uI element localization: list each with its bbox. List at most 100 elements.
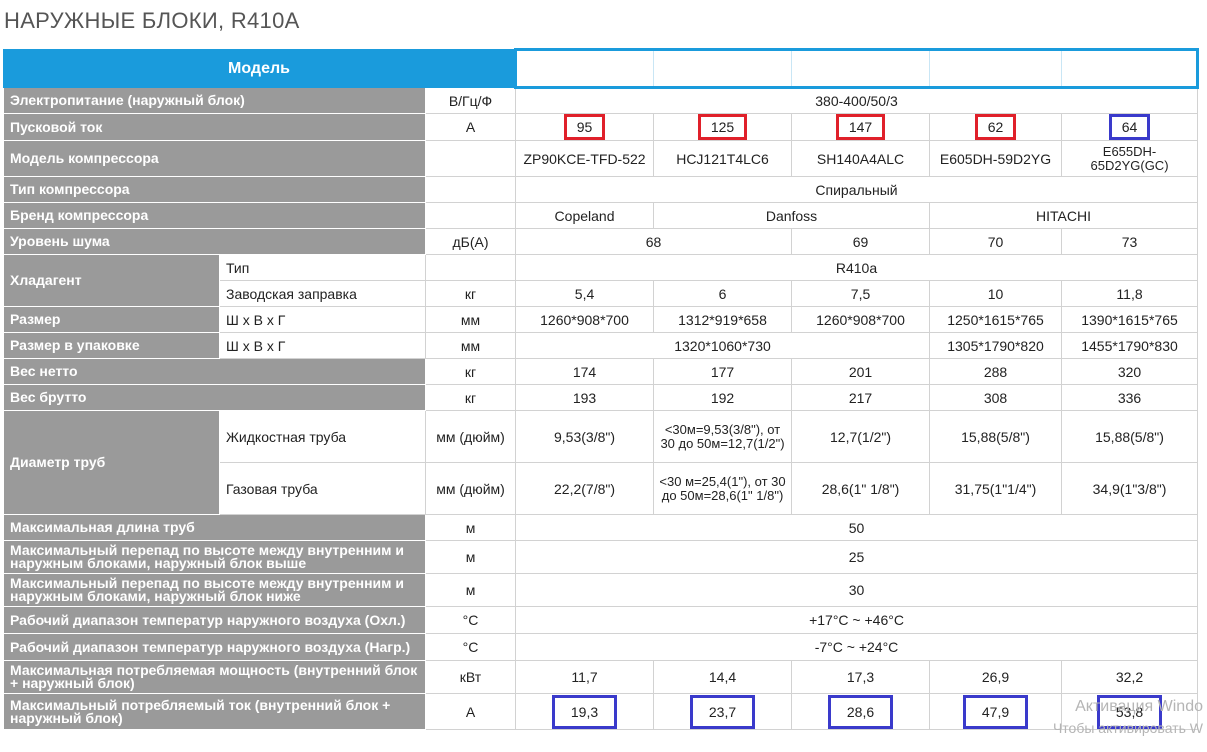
unit-cell — [424, 176, 517, 203]
row-label: Максимальный перепад по высоте между вну… — [3, 540, 426, 574]
highlight-box: 19,3 — [551, 694, 618, 729]
unit-cell: мм — [424, 306, 517, 333]
value-cell: <30м=9,53(3/8"), от 30 до 50м=12,7(1/2") — [653, 410, 793, 463]
value-cell: 14,4 — [653, 660, 793, 694]
unit-cell: °С — [424, 606, 517, 634]
row-pack-size: Размер в упаковке Ш х В х Г мм 1320*1060… — [3, 332, 1199, 359]
row-label: Максимальный потребляемый ток (внутренни… — [3, 693, 426, 730]
row-net-weight: Вес нетто кг 174 177 201 288 320 — [3, 358, 1199, 385]
value-cell: 22,2(7/8") — [515, 462, 655, 515]
value-cell: 34,9(1"3/8") — [1061, 462, 1199, 515]
row-compressor-type: Тип компрессора Спиральный — [3, 176, 1199, 203]
value-cell: 1312*919*658 — [653, 306, 793, 333]
unit-cell: В/Гц/Ф — [424, 87, 517, 114]
value-cell: 15,88(5/8") — [929, 410, 1063, 463]
highlight-box: 147 — [835, 114, 886, 140]
value-cell: 308 — [929, 384, 1063, 411]
header-row: Модель — [2, 48, 1200, 89]
value-cell: 201 — [791, 358, 931, 385]
row-compressor-model: Модель компрессора ZP90KCE-TFD-522 HCJ12… — [3, 140, 1199, 177]
value-cell: 53,8 — [1061, 693, 1199, 730]
value-cell: 19,3 — [515, 693, 655, 730]
unit-cell: кг — [424, 280, 517, 307]
unit-cell: А — [424, 693, 517, 730]
value-cell: 68 — [515, 228, 793, 255]
page-title: НАРУЖНЫЕ БЛОКИ, R410A — [4, 8, 300, 33]
highlight-box: 62 — [974, 114, 1017, 140]
value-cell: 9,53(3/8") — [515, 410, 655, 463]
row-label: Размер — [3, 306, 220, 333]
value-cell: 1455*1790*830 — [1061, 332, 1199, 359]
value-cell: 47,9 — [929, 693, 1063, 730]
value-cell: 17,3 — [791, 660, 931, 694]
value-cell: 73 — [1061, 228, 1199, 255]
row-label: Хладагент — [3, 254, 220, 307]
value-cell: 1320*1060*730 — [515, 332, 931, 359]
row-temp-heat: Рабочий диапазон температур наружного во… — [3, 633, 1199, 661]
row-label: Вес брутто — [3, 384, 426, 411]
row-label: Тип компрессора — [3, 176, 426, 203]
value-cell: 1260*908*700 — [515, 306, 655, 333]
value-cell: 147 — [791, 113, 931, 141]
unit-cell: мм (дюйм) — [424, 410, 517, 463]
unit-cell: кВт — [424, 660, 517, 694]
value-cell: SH140A4ALC — [791, 140, 931, 177]
value-cell: E655DH-65D2YG(GC) — [1061, 140, 1199, 177]
unit-cell: м — [424, 573, 517, 607]
row-label: Вес нетто — [3, 358, 426, 385]
unit-cell: м — [424, 514, 517, 541]
value-cell: 217 — [791, 384, 931, 411]
model-cell — [653, 48, 793, 89]
value-cell: E605DH-59D2YG — [929, 140, 1063, 177]
value-cell: 15,88(5/8") — [1061, 410, 1199, 463]
row-refrigerant-type: Хладагент Тип R410a — [3, 254, 1199, 307]
value-cell: 25 — [515, 540, 1199, 574]
row-power: Электропитание (наружный блок) В/Гц/Ф 38… — [3, 87, 1199, 114]
sub-label: Жидкостная труба — [219, 410, 426, 463]
row-max-current: Максимальный потребляемый ток (внутренни… — [3, 693, 1199, 730]
value-cell: 32,2 — [1061, 660, 1199, 694]
row-pipe-gas: Газовая труба мм (дюйм) 22,2(7/8") <30 м… — [4, 462, 1199, 515]
row-label: Диаметр труб — [3, 410, 220, 515]
row-height-above: Максимальный перепад по высоте между вну… — [3, 540, 1199, 574]
value-cell: 192 — [653, 384, 793, 411]
unit-cell: мм (дюйм) — [424, 462, 517, 515]
value-cell: 5,4 — [515, 280, 655, 307]
row-label: Модель компрессора — [3, 140, 426, 177]
row-max-length: Максимальная длина труб м 50 — [3, 514, 1199, 541]
value-cell: ZP90KCE-TFD-522 — [515, 140, 655, 177]
row-label: Максимальная потребляемая мощность (внут… — [3, 660, 426, 694]
spec-table: Модель Электропитание (наружный блок) В/… — [2, 48, 1200, 730]
row-label: Уровень шума — [3, 228, 426, 255]
value-cell: 70 — [929, 228, 1063, 255]
highlight-box: 28,6 — [827, 694, 894, 729]
value-cell: 11,8 — [1061, 280, 1199, 307]
highlight-box: 125 — [697, 114, 748, 140]
highlight-box: 53,8 — [1096, 694, 1163, 729]
unit-cell — [424, 202, 517, 229]
value-cell: 62 — [929, 113, 1063, 141]
value-cell: 6 — [653, 280, 793, 307]
unit-cell — [424, 140, 517, 177]
value-cell: Danfoss — [653, 202, 931, 229]
unit-cell: дБ(А) — [424, 228, 517, 255]
value-cell: 193 — [515, 384, 655, 411]
unit-cell: °С — [424, 633, 517, 661]
value-cell: 12,7(1/2") — [791, 410, 931, 463]
sub-label: Тип — [219, 254, 426, 281]
row-start-current: Пусковой ток А 95 125 147 62 64 — [3, 113, 1199, 141]
row-compressor-brand: Бренд компрессора Copeland Danfoss HITAC… — [3, 202, 1199, 229]
highlight-box: 64 — [1108, 114, 1151, 140]
row-label: Максимальная длина труб — [3, 514, 426, 541]
unit-cell: кг — [424, 358, 517, 385]
sub-label: Заводская заправка — [219, 280, 426, 307]
model-cell — [929, 48, 1063, 89]
value-cell: 1250*1615*765 — [929, 306, 1063, 333]
value-cell: 64 — [1061, 113, 1199, 141]
model-header: Модель — [2, 49, 517, 88]
value-cell: R410a — [515, 254, 1199, 281]
row-label: Электропитание (наружный блок) — [3, 87, 426, 114]
value-cell: 288 — [929, 358, 1063, 385]
value-cell: 7,5 — [791, 280, 931, 307]
value-cell: 10 — [929, 280, 1063, 307]
